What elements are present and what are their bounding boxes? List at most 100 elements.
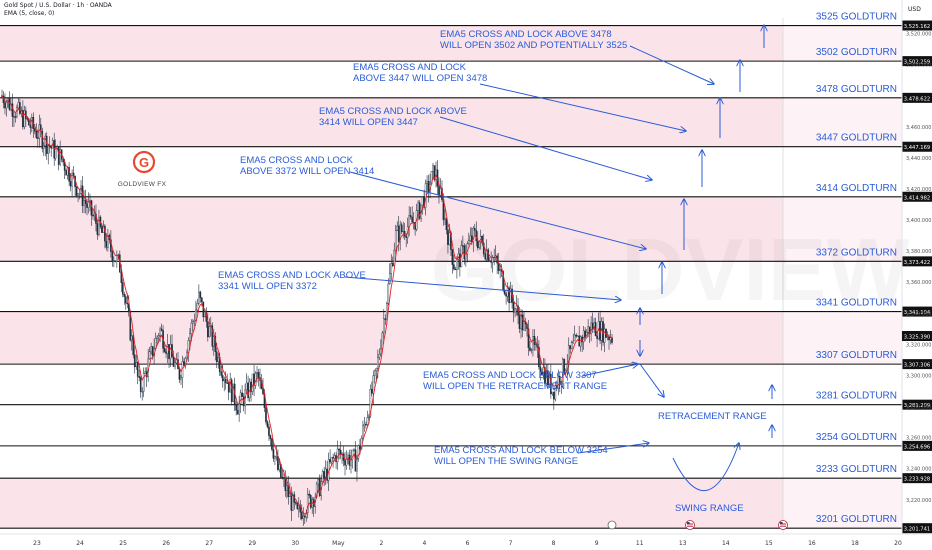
candle-body [338,448,340,451]
candle-body [353,449,355,451]
candle-body [484,253,487,260]
x-tick-16: 14 [722,540,730,547]
candle-body [178,368,181,380]
candle-body [468,240,470,244]
candle-body [375,368,378,372]
candle-body [530,349,533,351]
candle-body [139,377,142,392]
candle-body [217,357,220,362]
x-tick-8: 2 [379,540,383,547]
y-tick-13: 3,500.000 [906,63,931,69]
candle-body [447,229,449,245]
candle-body [396,225,399,231]
candle-body [438,186,440,196]
candle-body [472,228,475,243]
candle-body [308,493,311,496]
candle-body [456,258,458,271]
candle-body [275,456,278,458]
price-tag-text-3: 3,447.169 [904,145,930,151]
event-icons [607,520,788,530]
candle-body [339,449,342,455]
candle-body [363,424,366,427]
flag-stripe [780,525,786,527]
candle-body [251,373,254,392]
candle-body [473,228,476,231]
candle-body [418,202,421,219]
candle-body [372,375,375,394]
candle-body [42,145,45,149]
candle-body [488,260,491,262]
candle-body [336,448,339,463]
candle-body [579,336,582,347]
candle-body [357,445,360,459]
candle-body [198,291,200,304]
candle-body [232,383,234,402]
candle-body [247,382,249,399]
x-tick-14: 11 [636,540,644,547]
candle-body [123,294,126,297]
candle-body [36,137,39,139]
candle-body [238,403,240,415]
candle-body [126,302,129,305]
candle-body [590,322,592,335]
candle-body [365,424,367,426]
price-tag-text-4: 3,414.982 [904,195,930,201]
candle-body [19,102,21,114]
candle-body [86,203,88,208]
candle-body [196,303,199,311]
candle-body [227,382,230,393]
candle-body [324,468,327,478]
candle-body [163,348,166,353]
candle-body [321,471,324,482]
candle-body [286,485,288,491]
candle-body [84,200,87,205]
candle-body [374,370,376,376]
y-tick-3: 3,280.000 [906,405,931,411]
flag-stripe [687,523,693,525]
price-tag-text-5: 3,373.422 [904,260,930,266]
candle-body [14,116,17,118]
price-tag-text-11: 3,201.741 [904,527,930,533]
candle-body [405,236,407,238]
candle-body [277,456,279,470]
candle-body [476,240,479,248]
annotation-arrow-3 [349,171,646,249]
level-label-1: 3502 GOLDTURN [816,47,897,58]
level-band-1 [0,97,902,147]
candle-body [107,235,109,248]
candle-body [136,362,139,377]
candle-body [606,336,609,338]
candle-body [588,326,591,335]
annotation-arrows [344,25,772,491]
candle-body [208,326,211,338]
annotation-3307: EMA5 CROSS AND LOCK BELOW 3307 WILL OPEN… [423,370,608,392]
candle-body [378,353,381,358]
candle-body [445,218,448,231]
x-tick-19: 18 [851,540,859,547]
candle-body [35,131,38,138]
candle-body [547,370,549,386]
candle-body [573,334,576,342]
price-tag-1 [902,56,932,67]
candle-body [523,321,525,331]
candle-body [569,345,572,349]
candle-body [157,335,160,338]
candle-body [224,378,227,383]
candle-body [453,264,455,270]
candle-body [17,102,20,108]
candle-body [603,328,606,343]
flag-ring [685,520,695,530]
candle-body [169,344,172,360]
candle-body [77,193,79,196]
candle-body [101,226,103,233]
candle-body [303,515,306,518]
candle-body [369,389,372,417]
candle-body [417,202,419,211]
candle-body [174,362,176,367]
level-label-11: 3201 GOLDTURN [816,514,897,525]
candle-body [54,148,57,159]
candle-body [347,454,349,460]
level-label-4: 3414 GOLDTURN [816,183,897,194]
candle-body [377,357,379,369]
candle-body [75,186,78,196]
